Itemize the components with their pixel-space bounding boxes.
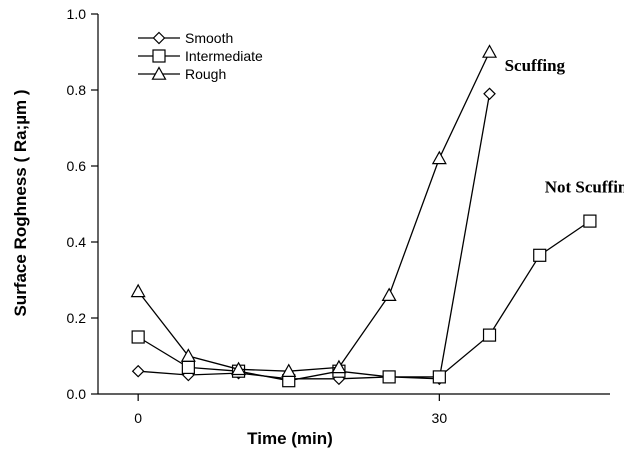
legend-marker-smooth [152, 31, 166, 45]
legend-label-rough: Rough [185, 66, 226, 82]
data-point-intermediate [382, 370, 396, 384]
data-point-smooth [483, 87, 496, 101]
data-point-rough [331, 359, 347, 374]
data-point-rough [482, 44, 498, 58]
series-line-intermediate [137, 220, 591, 382]
data-series [130, 44, 597, 388]
data-point-intermediate [432, 370, 446, 384]
annotation-label: Not Scuffing [545, 178, 624, 197]
x-tick-label: 30 [432, 410, 448, 426]
series-line-rough [137, 51, 491, 372]
axis-ticks: 0.0 0.2 0.4 0.6 0.8 1.0 0 30 [67, 6, 448, 426]
y-tick-label: 0.6 [67, 158, 87, 174]
series-line-smooth [138, 93, 491, 380]
y-tick-label: 0.8 [67, 82, 87, 98]
annotations: Scuffing Not Scuffing [505, 56, 624, 197]
x-tick-label: 0 [134, 410, 142, 426]
data-point-intermediate [533, 248, 547, 262]
series-intermediate [131, 214, 597, 388]
data-point-smooth [131, 364, 145, 378]
data-point-intermediate [583, 214, 597, 228]
y-tick-label: 0.0 [67, 386, 87, 402]
data-point-rough [231, 361, 247, 376]
legend-label-intermediate: Intermediate [185, 48, 263, 64]
series-smooth [131, 87, 496, 386]
data-point-intermediate [482, 328, 497, 342]
legend-marker-rough [151, 66, 167, 80]
data-point-intermediate [131, 330, 145, 344]
legend: Smooth Intermediate Rough [138, 30, 263, 82]
data-point-rough [180, 348, 196, 362]
annotation-label: Scuffing [505, 56, 566, 75]
data-point-rough [381, 287, 397, 301]
series-rough [130, 44, 498, 377]
y-tick-label: 0.2 [67, 310, 87, 326]
data-point-rough [281, 363, 297, 377]
axes [97, 14, 610, 395]
data-point-rough [431, 150, 447, 165]
y-tick-label: 1.0 [67, 6, 87, 22]
data-point-rough [130, 283, 146, 298]
legend-label-smooth: Smooth [185, 30, 233, 46]
y-tick-label: 0.4 [67, 234, 87, 250]
x-axis-title: Time (min) [247, 429, 333, 448]
y-axis-title: Surface Roghness ( Ra;µm ) [11, 89, 30, 316]
legend-marker-intermediate [152, 49, 166, 63]
data-point-intermediate [181, 360, 195, 374]
